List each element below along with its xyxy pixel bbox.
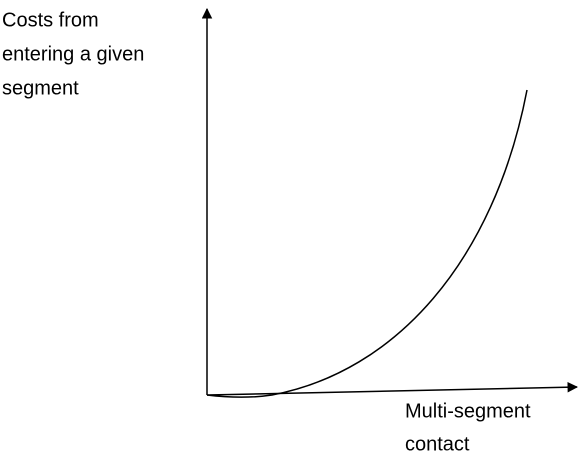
x-axis-label: Multi-segment — [405, 400, 531, 422]
y-axis-label: entering a given — [2, 43, 144, 65]
y-axis-label: Costs from — [2, 9, 99, 31]
x-axis — [206, 381, 579, 396]
x-axis-label: contact — [405, 433, 470, 455]
cost-curve — [206, 89, 528, 398]
y-axis-label: segment — [2, 77, 79, 99]
